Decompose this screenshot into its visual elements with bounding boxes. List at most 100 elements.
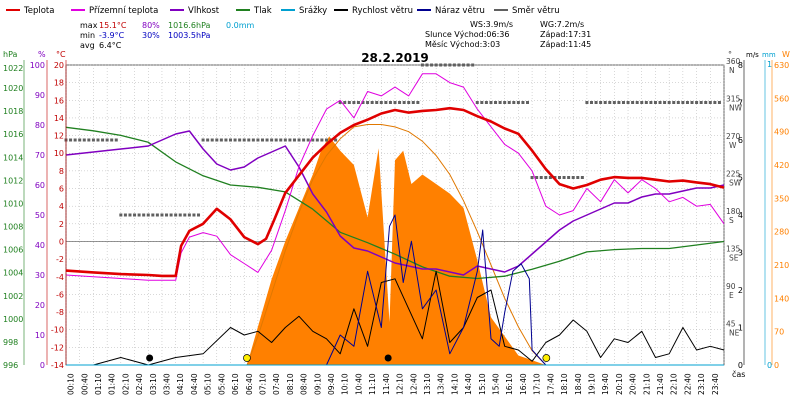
radiation-tick-label: 630	[774, 61, 789, 70]
wind-direction-point	[206, 138, 210, 142]
wind-direction-point	[155, 213, 159, 217]
wind-direction-point	[658, 101, 662, 104]
x-tick-label: 04:40	[190, 373, 199, 395]
wind-direction-point	[297, 138, 301, 142]
x-tick-label: 16:10	[505, 373, 514, 395]
radiation-tick-label: 280	[774, 228, 789, 237]
wind-direction-point	[137, 213, 141, 217]
wind-direction-point	[110, 138, 114, 142]
pressure-tick-label: 1006	[3, 246, 23, 255]
info-panel: max 15.1°C 80% 1016.6hPa 0.0mm min -3.9°C 30% 10…	[80, 20, 591, 50]
wind-tick-label: 7	[738, 99, 743, 108]
wind-direction-point	[448, 63, 452, 67]
x-tick-label: 01:10	[94, 373, 103, 395]
wind-direction-point	[292, 138, 296, 142]
direction-unit: °	[728, 50, 732, 59]
radiation-tick-label: 70	[774, 328, 784, 337]
temperature-tick-label: 2	[59, 220, 64, 229]
wind-direction-point	[370, 101, 374, 104]
humidity-tick-label: 70	[35, 151, 45, 160]
wind-direction-point	[603, 101, 607, 104]
wind-direction-point	[114, 138, 118, 142]
wind-direction-point	[334, 138, 338, 142]
wind-direction-point	[471, 63, 475, 67]
solar-radiation-area	[66, 136, 724, 365]
x-tick-label: 18:40	[574, 373, 583, 395]
wind-direction-point	[681, 101, 685, 104]
stat-value: 6.4°C	[99, 41, 122, 50]
humidity-tick-label: 10	[35, 331, 45, 340]
wind-direction-point	[558, 176, 561, 179]
wind-direction-point	[302, 138, 306, 142]
radiation-unit: W	[782, 50, 790, 59]
direction-tick-name: SW	[729, 179, 742, 188]
wind-direction-point	[425, 63, 429, 67]
temperature-tick-label: 6	[59, 185, 64, 194]
wind-direction-point	[160, 213, 164, 217]
direction-tick-degree: 135	[726, 245, 741, 254]
humidity-tick-label: 90	[35, 91, 45, 100]
wind-direction-point	[516, 101, 520, 104]
theoretical-radiation-line	[246, 124, 547, 366]
x-tick-label: 23:40	[711, 373, 720, 395]
wind-direction-point	[672, 101, 676, 104]
wind-direction-point	[539, 176, 543, 179]
wind-direction-point	[717, 101, 721, 104]
legend-item-label: Vlhkost	[188, 6, 220, 16]
temperature-line	[65, 106, 725, 278]
wind-direction-point	[142, 213, 146, 217]
wind-unit: m/s	[746, 51, 759, 59]
x-tick-label: 12:40	[409, 373, 418, 395]
radiation-tick-label: 420	[774, 161, 789, 170]
wind-direction-point	[119, 213, 123, 217]
ground-temperature-line	[65, 73, 725, 281]
x-tick-label: 19:10	[587, 373, 596, 395]
temperature-tick-label: -2	[56, 255, 64, 264]
pressure-tick-label: 1016	[3, 130, 23, 139]
wind-direction-point	[443, 63, 447, 67]
wind-direction-point	[411, 101, 415, 104]
wind-direction-point	[247, 138, 251, 142]
wind-direction-point	[667, 101, 671, 104]
x-tick-label: 20:40	[629, 373, 638, 395]
wind-direction-point	[398, 101, 402, 104]
wind-direction-point	[430, 63, 434, 67]
wind-direction-point	[96, 138, 100, 142]
direction-tick-name: W	[729, 141, 737, 150]
wind-direction-point	[324, 138, 328, 142]
wind-direction-point	[238, 138, 242, 142]
wind-direction-point	[621, 101, 625, 104]
x-tick-label: 11:40	[382, 373, 391, 395]
pressure-tick-label: 1022	[3, 64, 23, 73]
humidity-tick-label: 20	[35, 301, 45, 310]
x-tick-label: 21:40	[656, 373, 665, 395]
wind-gust-line	[66, 214, 724, 366]
radiation-tick-label: 350	[774, 194, 789, 203]
wind-direction-point	[379, 101, 383, 104]
humidity-tick-label: 80	[35, 121, 45, 130]
radiation-tick-label: 210	[774, 261, 789, 270]
sunset-info: Západ:17:31	[540, 30, 591, 39]
wind-direction-point	[279, 138, 283, 142]
wind-direction-point	[507, 101, 511, 104]
moonset-marker	[384, 354, 392, 362]
temperature-tick-label: 4	[59, 202, 64, 211]
wind-gust-info: WG:7.2m/s	[540, 20, 584, 29]
wind-direction-point	[201, 138, 205, 142]
wind-tick-label: 6	[738, 136, 743, 145]
moonrise-marker	[146, 354, 154, 362]
wind-direction-point	[356, 101, 360, 104]
stat-value: 80%	[142, 21, 160, 30]
wind-direction-point	[457, 63, 461, 67]
wind-direction-point	[612, 101, 616, 104]
direction-tick-name: N	[729, 66, 735, 75]
stat-value: 0.0mm	[226, 21, 255, 30]
wind-direction-point	[91, 138, 95, 142]
pressure-tick-label: 1004	[3, 269, 23, 278]
direction-tick-name: SE	[729, 254, 739, 263]
wind-direction-point	[210, 138, 214, 142]
x-tick-label: 06:10	[231, 373, 240, 395]
x-tick-label: 07:10	[258, 373, 267, 395]
wind-direction-point	[215, 138, 219, 142]
